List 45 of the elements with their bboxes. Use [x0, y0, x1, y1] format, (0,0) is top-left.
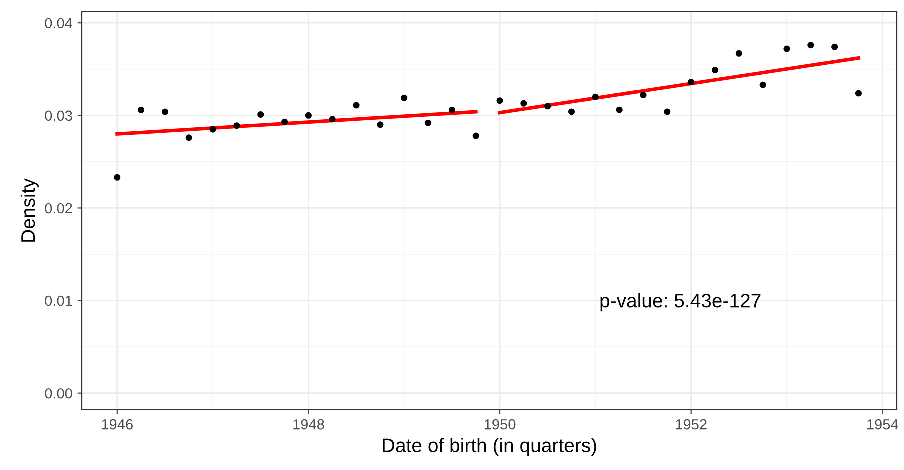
- point: [808, 42, 814, 49]
- x-tick-label: 1952: [676, 419, 707, 430]
- point: [616, 106, 623, 114]
- point: [448, 106, 456, 114]
- point: [736, 50, 742, 57]
- x-tick-label: 1948: [294, 419, 324, 430]
- point: [855, 90, 862, 97]
- point: [282, 118, 288, 126]
- y-tick-label: 0.03: [45, 110, 72, 122]
- point: [592, 94, 599, 100]
- point: [760, 82, 766, 88]
- y-axis-title: Density: [20, 178, 40, 242]
- x-tick-label: 1946: [102, 419, 133, 430]
- y-tick-label: 0.01: [45, 296, 72, 306]
- point: [162, 108, 168, 116]
- x-tick-label: 1954: [868, 419, 898, 430]
- point: [210, 126, 216, 133]
- point: [114, 174, 121, 181]
- annotation: p-value: 5.43e-127: [600, 293, 761, 312]
- x-tick-label: 1950: [484, 419, 516, 430]
- point: [784, 46, 790, 52]
- point: [664, 108, 671, 116]
- point: [425, 120, 432, 126]
- point: [186, 134, 192, 142]
- point: [329, 116, 336, 123]
- y-tick-label: 0.04: [45, 18, 73, 29]
- point: [234, 122, 240, 130]
- x-axis-title: Date of birth (in quarters): [383, 438, 596, 456]
- y-tick-label: 0.00: [45, 388, 72, 399]
- point: [496, 98, 504, 104]
- point: [688, 79, 695, 86]
- point: [138, 106, 145, 114]
- point: [305, 112, 312, 119]
- point: [832, 44, 838, 50]
- point: [520, 100, 528, 107]
- point: [472, 132, 480, 140]
- point: [401, 94, 408, 102]
- y-tick-label: 0.02: [45, 203, 72, 214]
- point: [568, 108, 576, 116]
- point: [258, 111, 264, 118]
- point: [377, 122, 384, 128]
- point: [640, 92, 647, 99]
- point: [712, 67, 719, 74]
- point: [544, 103, 552, 110]
- point: [353, 102, 360, 109]
